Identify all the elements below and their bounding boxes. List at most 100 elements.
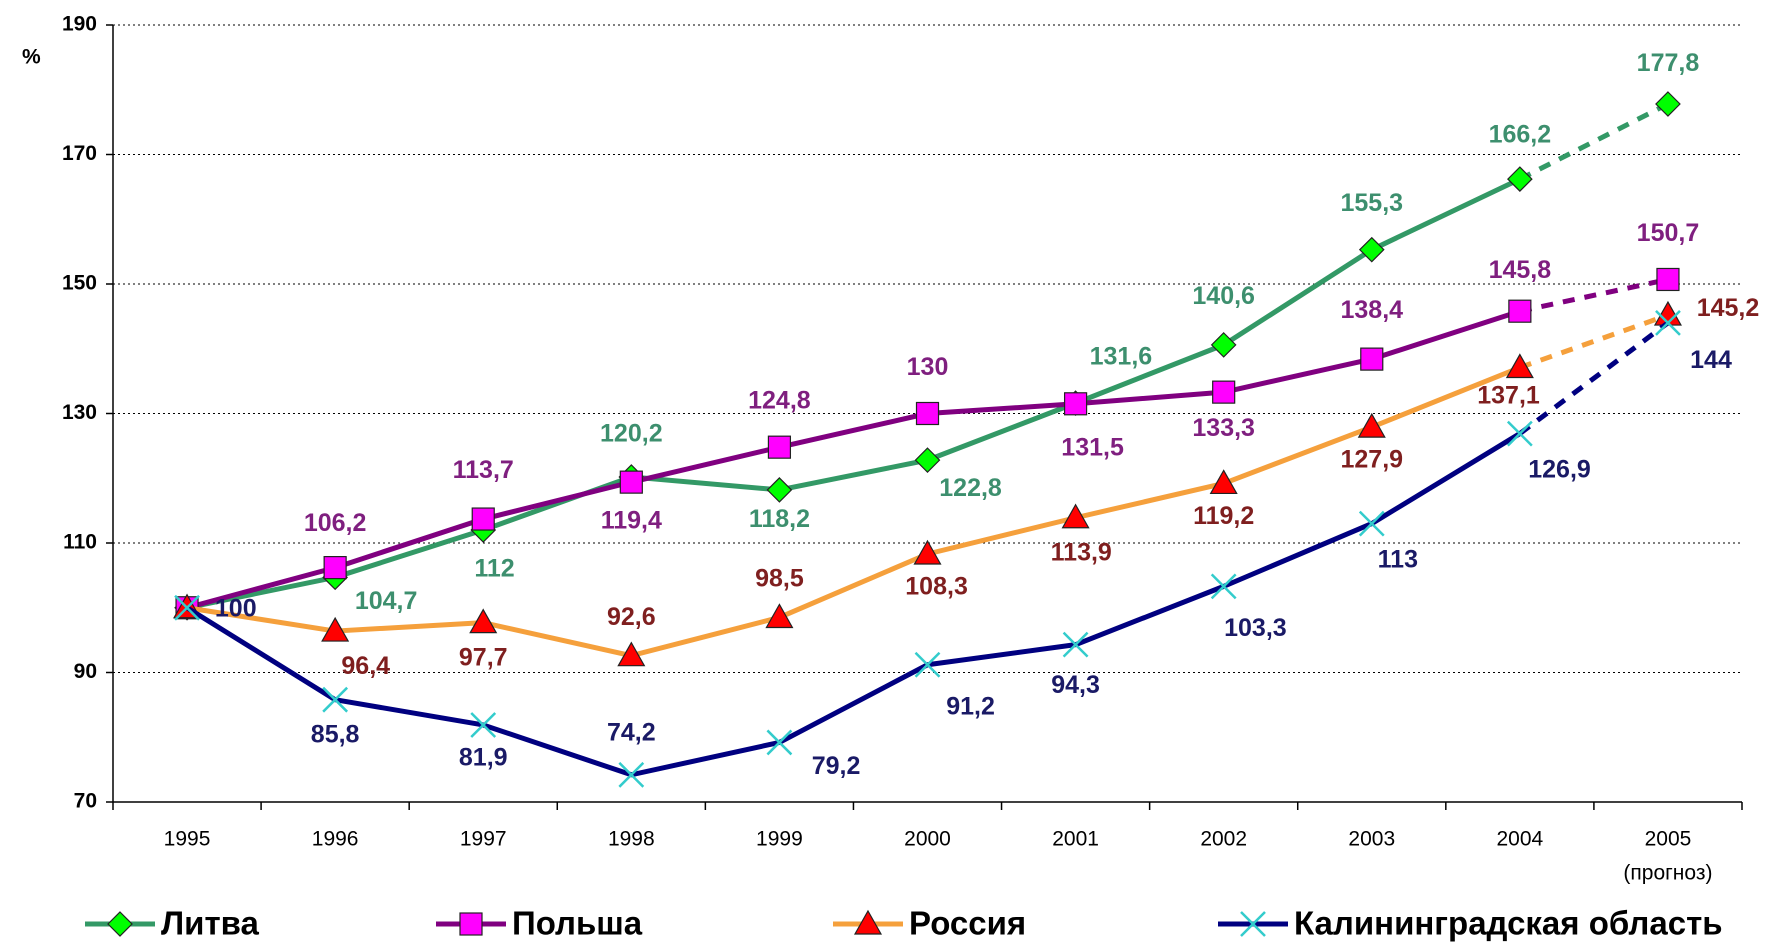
marker xyxy=(322,686,349,713)
series: 100 85,8 81,9 74,2 79,2 91,2 94,3 103,3 113 126,9… xyxy=(174,309,1732,788)
data-label: 118,2 xyxy=(749,505,810,533)
y-tick-label: 170 xyxy=(62,142,97,165)
marker xyxy=(766,729,793,756)
marker xyxy=(618,761,645,788)
marker xyxy=(1212,380,1236,404)
data-label: 96,4 xyxy=(341,652,390,680)
data-label: 137,1 xyxy=(1477,382,1540,410)
marker xyxy=(174,594,200,621)
forecast-line xyxy=(1518,101,1670,182)
data-label: 177,8 xyxy=(1637,49,1700,77)
data-label: 108,3 xyxy=(905,573,968,601)
data-label: 94,3 xyxy=(1051,671,1100,699)
data-label: 120,2 xyxy=(600,420,663,448)
marker xyxy=(1062,631,1089,658)
legend-label: Калининградская область xyxy=(1294,905,1723,942)
data-label: 145,8 xyxy=(1489,256,1552,284)
data-label: 166,2 xyxy=(1489,121,1552,149)
data-label: 144 xyxy=(1690,346,1732,374)
y-tick-label: 70 xyxy=(74,790,97,813)
line xyxy=(185,431,1522,778)
forecast-line xyxy=(1519,277,1669,314)
marker xyxy=(321,616,350,642)
marker xyxy=(1506,420,1533,447)
data-label: 130 xyxy=(907,353,949,381)
x-tick-label: 2001 xyxy=(1052,828,1099,851)
data-label: 131,6 xyxy=(1090,342,1153,370)
x-tick-label: 2003 xyxy=(1348,828,1395,851)
data-label: 106,2 xyxy=(304,509,367,537)
marker xyxy=(765,603,794,629)
data-label: 113 xyxy=(1378,546,1418,574)
data-label: 92,6 xyxy=(607,603,656,631)
x-note: (прогноз) xyxy=(1623,862,1712,885)
marker xyxy=(470,712,497,738)
y-axis-label: % xyxy=(22,46,41,69)
y-tick-label: 130 xyxy=(62,401,97,424)
marker xyxy=(913,539,942,565)
marker xyxy=(471,507,495,531)
series: 104,7 112 120,2 118,2 122,8 131,6 140,6 155,3 16… xyxy=(174,49,1700,621)
marker xyxy=(1357,412,1386,438)
marker xyxy=(1655,309,1681,336)
marker xyxy=(1210,332,1237,358)
data-label: 126,9 xyxy=(1528,456,1591,484)
marker xyxy=(469,608,498,634)
data-label: 91,2 xyxy=(946,692,995,720)
x-tick-label: 2002 xyxy=(1200,828,1247,851)
marker xyxy=(1508,299,1532,323)
marker xyxy=(1656,267,1680,292)
forecast-line xyxy=(1518,320,1670,436)
data-label: 100 xyxy=(215,595,257,623)
data-label: 119,4 xyxy=(601,506,662,534)
y-tick-label: 190 xyxy=(62,13,97,36)
legend-label: Польша xyxy=(512,905,643,942)
x-tick-label: 2000 xyxy=(904,828,951,851)
legend-marker xyxy=(459,912,483,936)
y-tick-label: 150 xyxy=(62,272,97,295)
data-label: 122,8 xyxy=(939,474,1002,502)
data-label: 140,6 xyxy=(1192,282,1255,310)
marker xyxy=(915,401,940,426)
series: 96,4 97,7 92,6 98,5 108,3 113,9 119,2 127,9 137,… xyxy=(173,294,1760,680)
x-tick-label: 1997 xyxy=(460,828,507,851)
data-label: 104,7 xyxy=(355,587,418,615)
data-label: 81,9 xyxy=(459,744,508,772)
legend-marker xyxy=(853,909,883,935)
data-label: 113,9 xyxy=(1051,539,1112,567)
marker xyxy=(1655,91,1681,117)
line xyxy=(186,365,1521,659)
marker xyxy=(1358,510,1385,537)
line xyxy=(186,308,1521,611)
legend-label: Россия xyxy=(909,905,1026,942)
marker xyxy=(619,470,643,494)
marker xyxy=(1360,347,1384,371)
marker xyxy=(1505,353,1534,379)
marker xyxy=(766,477,793,503)
data-label: 145,2 xyxy=(1697,294,1760,322)
marker xyxy=(1061,503,1090,529)
line xyxy=(186,176,1521,611)
forecast-line xyxy=(1519,312,1669,370)
marker xyxy=(1210,573,1237,600)
data-label: 112 xyxy=(474,554,514,582)
marker xyxy=(323,556,347,580)
x-tick-label: 1999 xyxy=(756,828,803,851)
data-label: 155,3 xyxy=(1340,189,1403,217)
legend-label: Литва xyxy=(161,905,259,942)
marker xyxy=(1209,469,1238,495)
data-label: 150,7 xyxy=(1637,219,1700,247)
x-tick-label: 1996 xyxy=(312,828,359,851)
data-label: 103,3 xyxy=(1224,614,1287,642)
marker xyxy=(914,651,941,678)
marker xyxy=(1063,392,1088,416)
marker xyxy=(914,447,941,473)
marker xyxy=(1358,236,1385,263)
x-tick-label: 1998 xyxy=(608,828,655,851)
series: 106,2 113,7 119,4 124,8 130 131,5 133,3 138,4 14… xyxy=(175,219,1700,620)
data-label: 119,2 xyxy=(1193,502,1254,530)
data-label: 85,8 xyxy=(311,721,360,749)
data-label: 127,9 xyxy=(1340,446,1403,474)
data-label: 98,5 xyxy=(755,565,804,593)
